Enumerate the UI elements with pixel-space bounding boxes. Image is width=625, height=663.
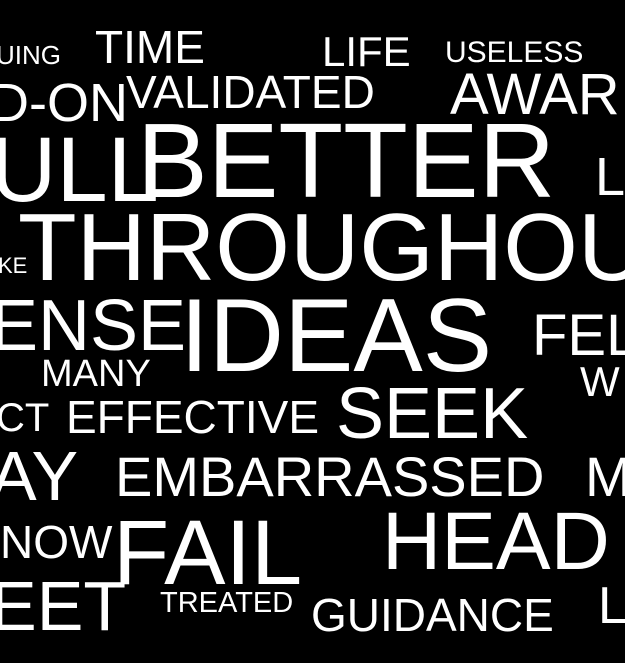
word-l-upper: L [595, 147, 625, 207]
word-useless: USELESS [445, 36, 584, 69]
word-seek: SEEK [336, 374, 529, 454]
word-life: LIFE [322, 28, 411, 75]
word-fail: FAIL [113, 502, 303, 604]
word-ke: KE [0, 253, 28, 278]
word-ct: CT [0, 396, 50, 440]
word-eet: EET [0, 567, 127, 645]
word-treated: TREATED [160, 587, 294, 619]
word-l-lower: L [598, 577, 625, 635]
word-d-on: D-ON [0, 73, 128, 133]
word-uing: UING [0, 40, 61, 70]
word-fel: FEL [532, 303, 625, 368]
word-ense: ENSE [0, 286, 187, 366]
word-effective: EFFECTIVE [66, 391, 320, 443]
word-embarrassed: EMBARRASSED [115, 445, 545, 508]
word-ay: AY [0, 437, 79, 515]
word-validated: VALIDATED [126, 66, 375, 118]
word-ull: ULL [0, 119, 159, 221]
word-many: MANY [41, 353, 151, 395]
word-ideas: IDEAS [180, 278, 493, 394]
word-head: HEAD [382, 496, 610, 587]
word-guidance: GUIDANCE [311, 589, 554, 641]
word-m: M [585, 445, 625, 508]
word-time: TIME [95, 21, 205, 73]
word-now: NOW [0, 516, 113, 568]
word-w: W [580, 358, 620, 405]
word-better: BETTER [137, 102, 556, 220]
word-throughou: THROUGHOU [18, 194, 625, 301]
word-awar: AWAR [450, 62, 620, 127]
